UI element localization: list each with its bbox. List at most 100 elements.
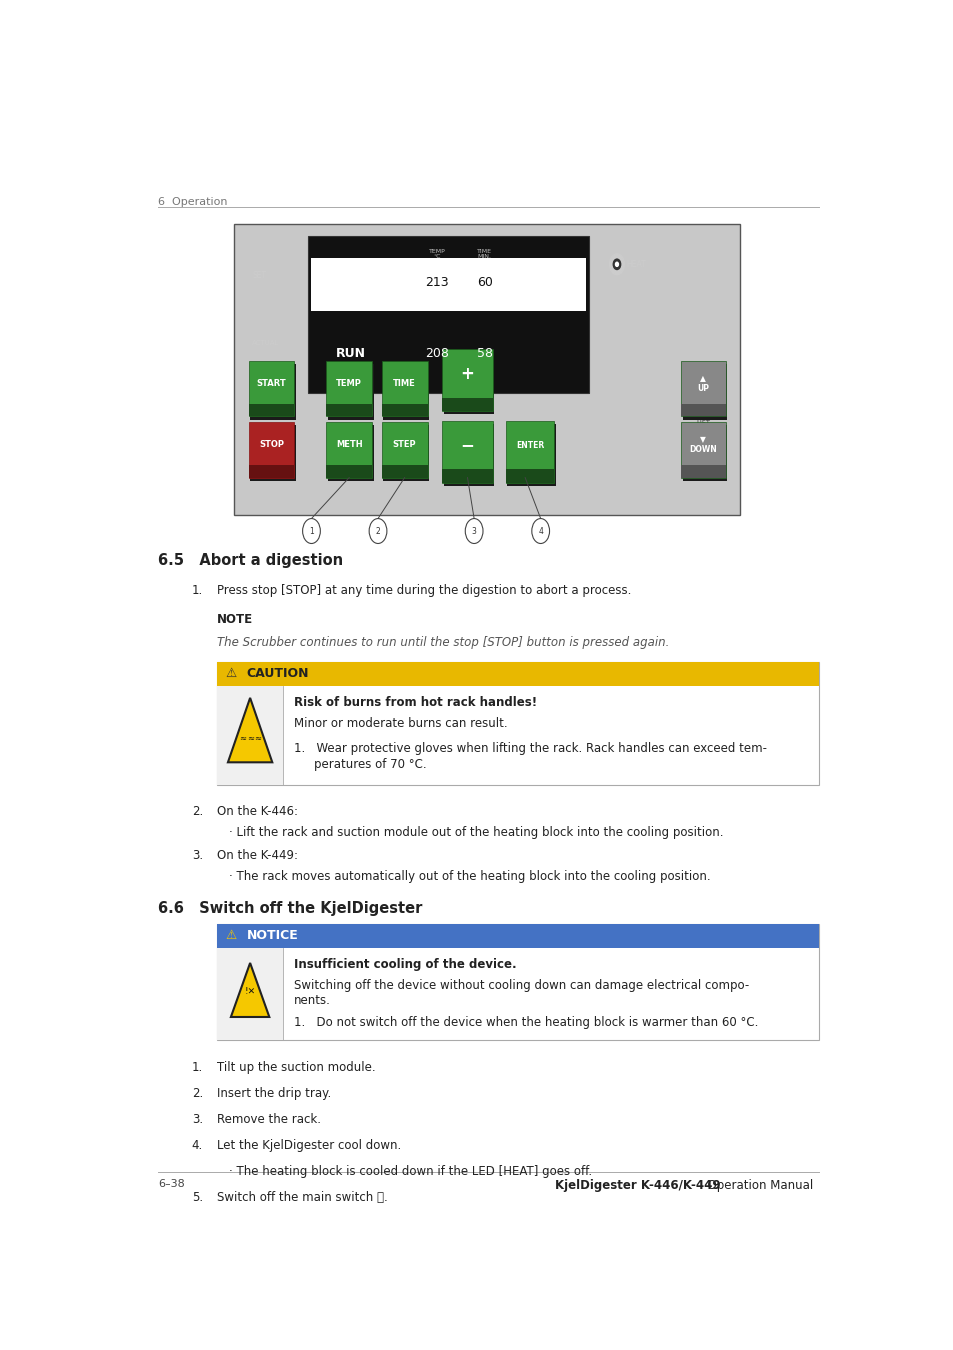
- Text: Remove the rack.: Remove the rack.: [216, 1114, 320, 1126]
- Text: ⚠: ⚠: [226, 667, 236, 680]
- Bar: [216, 686, 283, 784]
- Text: 1.   Wear protective gloves when lifting the rack. Rack handles can exceed tem-: 1. Wear protective gloves when lifting t…: [294, 743, 766, 755]
- Bar: [216, 948, 283, 1041]
- Bar: [216, 923, 819, 1041]
- Bar: [326, 423, 372, 478]
- Text: START: START: [256, 379, 286, 387]
- Text: Insufficient cooling of the device.: Insufficient cooling of the device.: [294, 958, 516, 971]
- Bar: [505, 421, 554, 483]
- Bar: [216, 662, 819, 686]
- Text: Tilt up the suction module.: Tilt up the suction module.: [216, 1061, 375, 1075]
- Text: KjelDigester K-446/K-449: KjelDigester K-446/K-449: [555, 1179, 720, 1192]
- Bar: [680, 466, 725, 478]
- Text: TIME
MIN.: TIME MIN.: [476, 248, 492, 259]
- Circle shape: [615, 262, 618, 266]
- Text: ENTER: ENTER: [516, 441, 543, 450]
- Text: 3.: 3.: [192, 1114, 203, 1126]
- Circle shape: [302, 518, 320, 544]
- Bar: [381, 362, 427, 416]
- Text: STEP: STEP: [393, 440, 416, 450]
- Circle shape: [465, 518, 482, 544]
- Bar: [383, 425, 429, 481]
- Bar: [249, 362, 294, 416]
- Text: Insert the drip tray.: Insert the drip tray.: [216, 1087, 331, 1100]
- Bar: [505, 468, 554, 483]
- Bar: [308, 236, 588, 393]
- Text: Let the KjelDigester cool down.: Let the KjelDigester cool down.: [216, 1139, 400, 1152]
- Text: ≈: ≈: [239, 733, 246, 743]
- Text: 6  Operation: 6 Operation: [158, 197, 228, 208]
- Bar: [326, 362, 372, 416]
- Text: The Scrubber continues to run until the stop [STOP] button is pressed again.: The Scrubber continues to run until the …: [216, 636, 668, 649]
- Text: !✕: !✕: [244, 987, 255, 995]
- Text: Switch off the main switch ⓞ.: Switch off the main switch ⓞ.: [216, 1191, 387, 1204]
- Bar: [443, 352, 494, 414]
- Bar: [680, 423, 725, 478]
- Text: On the K-446:: On the K-446:: [216, 806, 297, 818]
- Text: −: −: [460, 436, 474, 455]
- Bar: [381, 423, 427, 478]
- Text: On the K-449:: On the K-449:: [216, 849, 297, 863]
- Text: METH: METH: [335, 440, 362, 450]
- Text: 1: 1: [309, 526, 314, 536]
- Bar: [680, 362, 725, 416]
- Text: · The heating block is cooled down if the LED [HEAT] goes off.: · The heating block is cooled down if th…: [229, 1165, 591, 1179]
- Bar: [507, 424, 555, 486]
- Text: ⚠: ⚠: [226, 929, 236, 942]
- Text: ACTUAL: ACTUAL: [252, 340, 279, 346]
- Text: 213: 213: [425, 275, 449, 289]
- Bar: [442, 421, 492, 483]
- Text: 6.6   Switch off the KjelDigester: 6.6 Switch off the KjelDigester: [158, 900, 422, 917]
- Text: +: +: [460, 364, 474, 383]
- Text: 3.: 3.: [192, 849, 203, 863]
- Bar: [249, 423, 294, 478]
- Bar: [216, 923, 819, 948]
- Text: Risk of burns from hot rack handles!: Risk of burns from hot rack handles!: [294, 697, 537, 709]
- Text: 4: 4: [537, 526, 542, 536]
- Text: ≈: ≈: [253, 733, 261, 743]
- Text: 5.: 5.: [192, 1191, 203, 1204]
- Text: Press stop [STOP] at any time during the digestion to abort a process.: Press stop [STOP] at any time during the…: [216, 585, 631, 597]
- Bar: [682, 364, 726, 420]
- Text: 4.: 4.: [192, 1139, 203, 1152]
- Text: TEMP: TEMP: [335, 379, 362, 387]
- Text: 1.: 1.: [192, 1061, 203, 1075]
- Circle shape: [609, 254, 623, 274]
- Bar: [233, 224, 740, 516]
- Bar: [381, 466, 427, 478]
- Text: NOTICE: NOTICE: [246, 929, 298, 942]
- Text: HEAT: HEAT: [626, 259, 645, 269]
- Text: · The rack moves automatically out of the heating block into the cooling positio: · The rack moves automatically out of th…: [229, 869, 710, 883]
- Text: Minor or moderate burns can result.: Minor or moderate burns can result.: [294, 717, 507, 730]
- Text: STOP: STOP: [259, 440, 284, 450]
- Text: NOTE: NOTE: [216, 613, 253, 626]
- Text: Operation Manual: Operation Manual: [700, 1179, 813, 1192]
- Polygon shape: [231, 963, 269, 1017]
- Circle shape: [531, 518, 549, 544]
- Bar: [249, 466, 294, 478]
- Bar: [383, 364, 429, 420]
- Bar: [326, 466, 372, 478]
- Text: 2.: 2.: [192, 806, 203, 818]
- Text: · Lift the rack and suction module out of the heating block into the cooling pos: · Lift the rack and suction module out o…: [229, 826, 722, 840]
- Circle shape: [613, 259, 620, 270]
- Text: SET: SET: [252, 271, 266, 279]
- Text: 6–38: 6–38: [158, 1179, 185, 1188]
- Text: peratures of 70 °C.: peratures of 70 °C.: [314, 757, 427, 771]
- Text: 2: 2: [375, 526, 380, 536]
- Text: TEMP
°C: TEMP °C: [428, 248, 445, 259]
- Bar: [249, 404, 294, 416]
- Circle shape: [369, 518, 387, 544]
- Bar: [443, 424, 494, 486]
- Text: LIFT: LIFT: [696, 420, 710, 425]
- Text: 3: 3: [471, 526, 476, 536]
- Bar: [326, 404, 372, 416]
- Bar: [381, 404, 427, 416]
- Text: 208: 208: [425, 347, 449, 360]
- Bar: [682, 425, 726, 481]
- Text: TIME: TIME: [393, 379, 416, 387]
- Bar: [442, 398, 492, 412]
- Text: 2.: 2.: [192, 1087, 203, 1100]
- Text: 60: 60: [476, 275, 493, 289]
- Bar: [680, 404, 725, 416]
